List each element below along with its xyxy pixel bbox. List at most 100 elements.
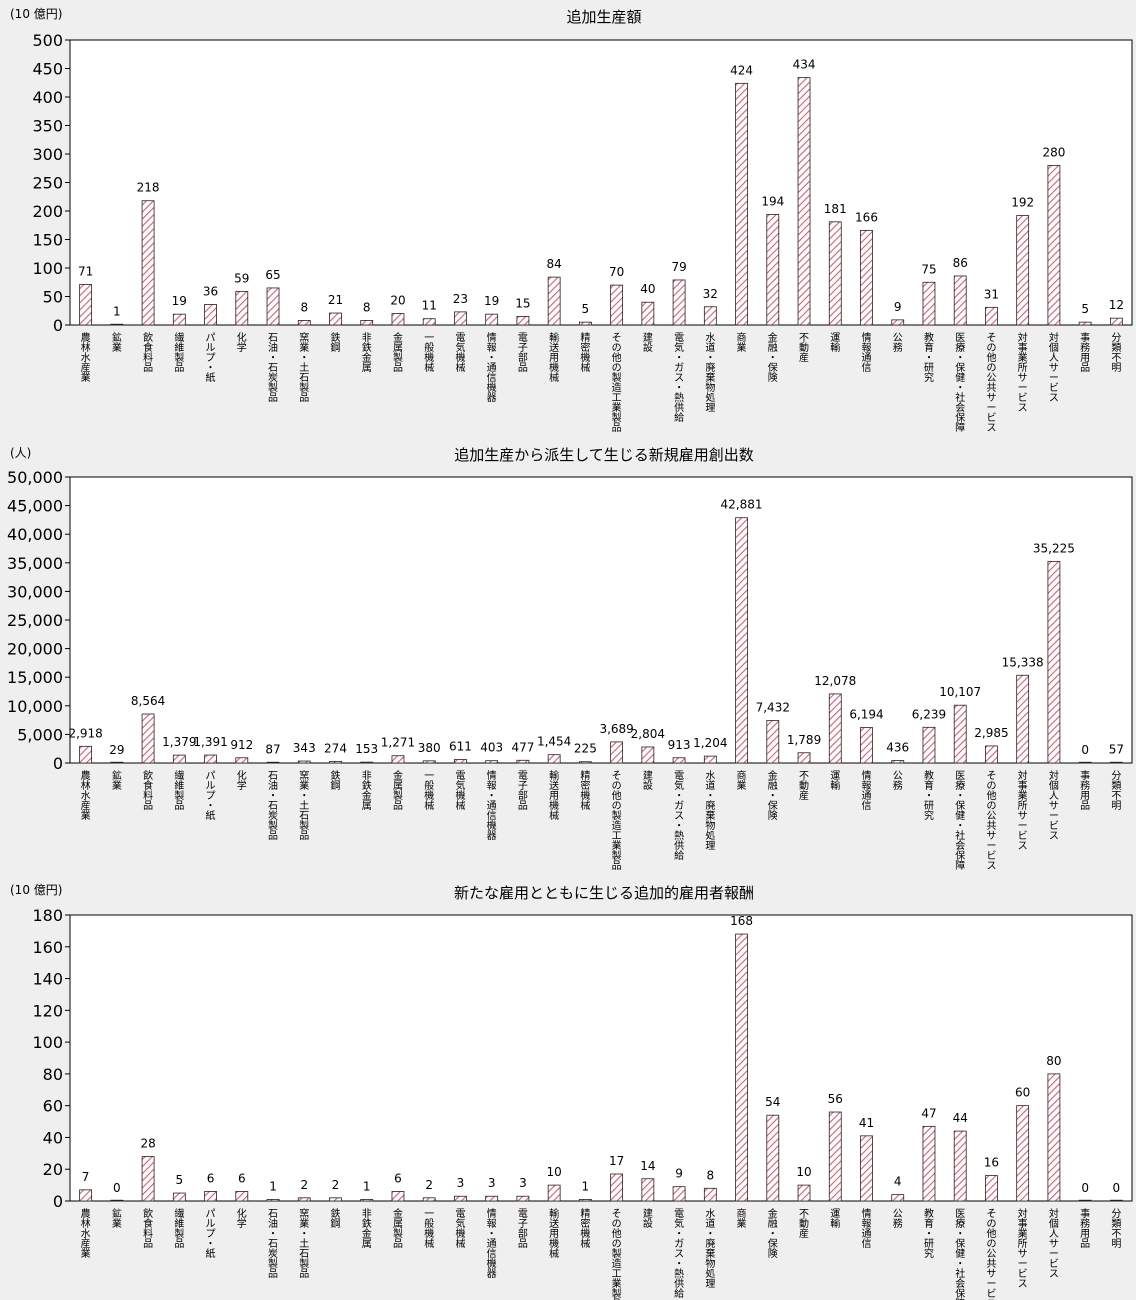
bar xyxy=(953,1130,967,1202)
category-label: その他の公共サービス xyxy=(986,332,996,434)
category-label: 鉄鋼 xyxy=(331,769,341,792)
category-label: パルプ・紙 xyxy=(206,332,216,384)
category-label: 公務 xyxy=(893,771,903,792)
data-label: 31 xyxy=(984,287,999,301)
data-label: 424 xyxy=(730,63,753,77)
category-label: パルプ・紙 xyxy=(206,1208,216,1260)
y-tick-label: 5,000 xyxy=(17,725,63,744)
y-tick-label: 100 xyxy=(32,259,63,278)
category-label: 対個人サービス xyxy=(1049,769,1059,842)
category-label: 金融・保険 xyxy=(768,331,778,384)
bar xyxy=(610,741,624,764)
data-label: 1,391 xyxy=(193,735,227,749)
data-label: 40 xyxy=(640,282,655,296)
category-label: 公務 xyxy=(893,333,903,354)
data-label: 12 xyxy=(1109,298,1124,312)
category-label: 化学 xyxy=(237,1207,247,1230)
bar xyxy=(891,1194,905,1202)
category-label: 対個人サービス xyxy=(1049,331,1059,404)
data-label: 477 xyxy=(511,740,534,754)
category-label: パルプ・紙 xyxy=(206,770,216,822)
y-tick-label: 100 xyxy=(32,1033,63,1052)
data-label: 10,107 xyxy=(939,685,981,699)
data-label: 8,564 xyxy=(131,694,165,708)
y-tick-label: 180 xyxy=(32,906,63,925)
category-label: その他の製造工業製品 xyxy=(612,332,622,434)
category-label: 情報・通信機器 xyxy=(487,331,497,404)
category-label: 情報通信 xyxy=(862,1207,872,1250)
category-label: 電気機械 xyxy=(455,1208,465,1250)
category-label: 飲食料品 xyxy=(143,331,153,374)
data-label: 35,225 xyxy=(1033,542,1075,556)
data-label: 2 xyxy=(425,1178,433,1192)
data-label: 2,804 xyxy=(631,727,665,741)
data-label: 21 xyxy=(328,293,343,307)
data-label: 7,432 xyxy=(756,700,790,714)
bar xyxy=(266,761,280,764)
data-label: 17 xyxy=(609,1154,624,1168)
category-label: 窯業・土石製品 xyxy=(299,1207,309,1280)
data-label: 70 xyxy=(609,265,624,279)
y-tick-label: 200 xyxy=(32,202,63,221)
category-label: 不動産 xyxy=(799,771,809,802)
category-label: 非鉄金属 xyxy=(362,332,372,374)
bar xyxy=(1047,164,1061,326)
category-label: 精密機械 xyxy=(580,769,590,812)
y-tick-label: 25,000 xyxy=(7,611,63,630)
category-label: 窯業・土石製品 xyxy=(299,331,309,404)
category-label: 鉄鋼 xyxy=(331,331,341,354)
data-label: 5 xyxy=(1081,302,1089,316)
y-tick-label: 35,000 xyxy=(7,554,63,573)
bar xyxy=(141,1156,155,1202)
category-label: 繊維製品 xyxy=(174,331,184,374)
y-tick-label: 20 xyxy=(43,1160,63,1179)
category-label: 一般機械 xyxy=(424,1209,434,1250)
bar xyxy=(922,726,936,764)
category-label: 一般機械 xyxy=(424,333,434,374)
y-tick-label: 350 xyxy=(32,117,63,136)
chart-panel-1: 追加生産から派生して生じる新規雇用創出数 (人) 0 5,000 10,000 15,00… xyxy=(7,446,1133,872)
data-label: 8 xyxy=(363,300,371,314)
data-label: 36 xyxy=(203,284,218,298)
category-label: 電気機械 xyxy=(455,770,465,812)
bar xyxy=(1109,1199,1123,1202)
category-label: 石油・石炭製品 xyxy=(268,333,278,404)
bar xyxy=(204,754,217,764)
category-label: 運輸 xyxy=(830,1208,840,1230)
data-label: 42,881 xyxy=(721,498,763,512)
data-label: 1,789 xyxy=(787,733,821,747)
bar xyxy=(360,320,374,326)
category-label: 石油・石炭製品 xyxy=(268,771,278,842)
data-label: 0 xyxy=(1113,1181,1121,1195)
bar xyxy=(79,284,93,326)
category-label: 水道・廃棄物処理 xyxy=(705,1208,715,1290)
category-label: 鉱業 xyxy=(112,1207,122,1230)
data-label: 6,239 xyxy=(912,707,946,721)
bar xyxy=(672,757,686,764)
category-label: 農林水産業 xyxy=(81,769,91,822)
data-label: 6,194 xyxy=(849,708,883,722)
data-label: 16 xyxy=(984,1156,999,1170)
data-label: 218 xyxy=(137,181,160,195)
category-label: その他の製造工業製品 xyxy=(612,1208,622,1300)
category-label: 水道・廃棄物処理 xyxy=(705,332,715,414)
data-label: 194 xyxy=(761,194,784,208)
category-label: 対個人サービス xyxy=(1049,1207,1059,1280)
category-label: 医療・保健・社会保障 xyxy=(955,332,965,434)
chart-panel-2: 新たな雇用とともに生じる追加的雇用者報酬(10 億円)0204060801001… xyxy=(10,883,1133,1300)
y-tick-label: 15,000 xyxy=(7,668,63,687)
bar xyxy=(578,761,592,764)
category-label: 電気・ガス・熱供給 xyxy=(674,332,684,424)
category-label: 精密機械 xyxy=(580,1207,590,1250)
bar xyxy=(828,221,842,326)
bar xyxy=(485,1195,499,1202)
category-label: 金属製品 xyxy=(393,1207,403,1250)
bar xyxy=(703,306,717,326)
data-label: 79 xyxy=(671,260,686,274)
data-label: 57 xyxy=(1109,743,1124,757)
chart-title: 新たな雇用とともに生じる追加的雇用者報酬 xyxy=(454,884,754,902)
data-label: 14 xyxy=(640,1159,655,1173)
bar xyxy=(110,323,124,326)
data-label: 1,454 xyxy=(537,735,571,749)
chart-panel-0: 追加生産額 (10 億円) 0 50 100 150 200 250 300 350 400 450 5… xyxy=(10,7,1133,434)
